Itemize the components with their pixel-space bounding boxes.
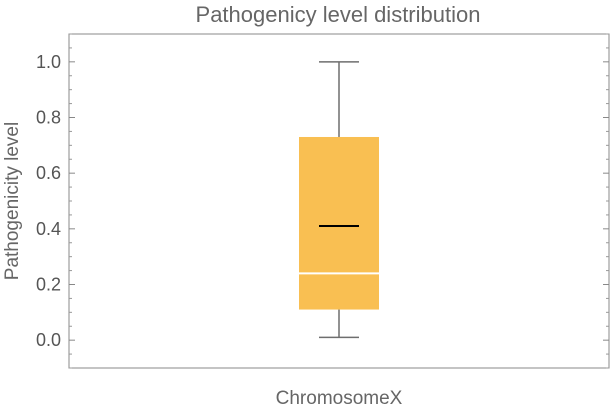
box-series xyxy=(299,61,379,339)
y-axis-label: Pathogenicity level xyxy=(2,122,23,280)
y-tick-label: 0.6 xyxy=(36,163,61,183)
box-ChromosomeX xyxy=(299,61,379,339)
box-body xyxy=(299,136,379,310)
chart-title: Pathogenicy level distribution xyxy=(196,2,481,27)
y-tick-label: 0.2 xyxy=(36,275,61,295)
y-axis-tick-labels: 0.0 0.2 0.4 0.6 0.8 1.0 xyxy=(36,52,61,350)
y-axis-ticks xyxy=(69,33,609,369)
y-tick-label: 1.0 xyxy=(36,52,61,72)
y-tick-label: 0.4 xyxy=(36,219,61,239)
y-tick-label: 0.8 xyxy=(36,108,61,128)
category-label: ChromosomeX xyxy=(276,388,403,409)
y-tick-label: 0.0 xyxy=(36,330,61,350)
x-axis-category-labels: ChromosomeX xyxy=(276,388,403,409)
